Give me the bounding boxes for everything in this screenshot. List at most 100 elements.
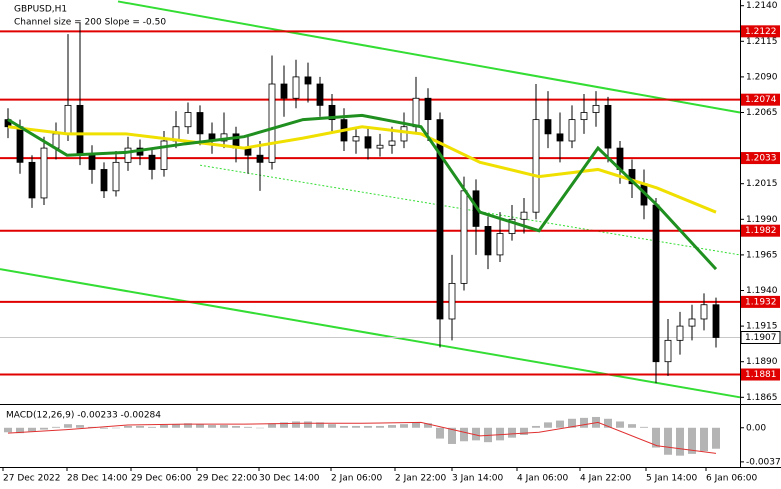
macd-bar <box>208 425 216 428</box>
candle-body <box>352 136 360 142</box>
macd-bar <box>4 427 12 433</box>
candle-body <box>16 126 24 163</box>
y-tick-label: 1.2065 <box>746 108 778 118</box>
candle-body <box>496 233 504 256</box>
y-tick-label: 1.1915 <box>746 322 778 332</box>
candle-body <box>112 161 120 192</box>
macd-bar <box>268 423 276 428</box>
candle-body <box>256 154 264 163</box>
x-tick-label: 3 Jan 14:00 <box>452 474 504 484</box>
macd-bar <box>196 424 204 428</box>
candle-body <box>508 218 516 234</box>
macd-bar <box>520 427 528 435</box>
x-tick-label: 30 Dec 14:00 <box>259 474 320 484</box>
x-tick-label: 5 Jan 14:00 <box>646 474 698 484</box>
macd-bar <box>700 427 708 452</box>
x-tick-label: 2 Jan 22:00 <box>395 474 447 484</box>
y-tick-label: 1.2015 <box>746 179 778 189</box>
candle-body <box>328 104 336 121</box>
candle-body <box>688 318 696 327</box>
candle-body <box>436 119 444 320</box>
candle-body <box>76 104 84 156</box>
candle-body <box>184 112 192 128</box>
y-tick-label: 1.1890 <box>746 357 778 367</box>
candle-body <box>568 119 576 142</box>
x-tick-label: 6 Jan 06:00 <box>706 474 758 484</box>
macd-bar <box>232 425 240 428</box>
x-tick-label: 4 Jan 22:00 <box>580 474 632 484</box>
candle-body <box>604 104 612 149</box>
macd-bar <box>652 427 660 448</box>
candle-body <box>364 136 372 149</box>
candle-body <box>412 97 420 128</box>
macd-bar <box>628 424 636 428</box>
macd-bar <box>292 421 300 428</box>
x-tick-label: 29 Dec 22:00 <box>197 474 258 484</box>
macd-bar <box>460 427 468 442</box>
y-tick-label: 1.1990 <box>746 215 778 225</box>
macd-bar <box>28 427 36 432</box>
macd-bar <box>388 425 396 428</box>
macd-bar <box>544 422 552 428</box>
x-tick-label: 29 Dec 06:00 <box>131 474 192 484</box>
macd-bar <box>676 427 684 456</box>
y-tick-label: 1.1865 <box>746 393 778 403</box>
candle-body <box>40 147 48 199</box>
level-label-box <box>741 25 780 38</box>
last-price-box <box>740 330 781 344</box>
candle-body <box>556 133 564 142</box>
channel-line <box>0 268 741 399</box>
macd-bar <box>364 425 372 428</box>
macd-bar <box>328 424 336 428</box>
level-label: 1.1932 <box>745 297 777 307</box>
chart-title: GBPUSD,H1 <box>14 5 67 15</box>
candle-body <box>400 126 408 142</box>
macd-y-tick-label: -0.00379 <box>746 457 781 467</box>
macd-bar <box>376 425 384 428</box>
level-label-box <box>741 295 780 308</box>
candle-body <box>148 154 156 170</box>
macd-bar <box>448 427 456 444</box>
candle-body <box>712 304 720 338</box>
macd-bar <box>424 423 432 428</box>
macd-bar <box>400 424 408 428</box>
candle-body <box>676 325 684 341</box>
macd-bar <box>664 427 672 455</box>
macd-bar <box>184 423 192 428</box>
macd-bar <box>352 425 360 428</box>
macd-bar <box>40 427 48 430</box>
macd-bar <box>148 426 156 428</box>
macd-bar <box>16 427 24 434</box>
level-label-box <box>741 224 780 237</box>
macd-bar <box>160 425 168 428</box>
level-label: 1.2074 <box>745 95 777 105</box>
plot-layer <box>0 0 741 456</box>
candle-body <box>124 147 132 163</box>
level-label: 1.1982 <box>745 226 777 236</box>
macd-bar <box>256 427 264 429</box>
moving-average <box>7 125 717 214</box>
candle-body <box>376 144 384 149</box>
x-tick-label: 28 Dec 14:00 <box>67 474 128 484</box>
macd-y-tick-label: 0.00 <box>746 423 766 433</box>
macd-bar <box>280 422 288 428</box>
macd-bar <box>76 425 84 428</box>
macd-bar <box>124 425 132 428</box>
macd-bar <box>316 422 324 428</box>
y-tick-label: 1.2090 <box>746 72 778 82</box>
macd-signal <box>7 421 717 454</box>
macd-bar <box>604 418 612 428</box>
y-tick-label: 1.1940 <box>746 286 778 296</box>
last-price-label: 1.1907 <box>745 333 777 343</box>
level-label: 1.1881 <box>745 370 777 380</box>
candle-body <box>592 104 600 113</box>
candle-body <box>316 83 324 106</box>
x-tick-label: 4 Jan 06:00 <box>517 474 569 484</box>
macd-bar <box>112 427 120 429</box>
chart-subtitle: Channel size = 200 Slope = -0.50 <box>14 18 166 28</box>
macd-bar <box>712 427 720 449</box>
candle-body <box>268 83 276 163</box>
candle-body <box>664 339 672 363</box>
